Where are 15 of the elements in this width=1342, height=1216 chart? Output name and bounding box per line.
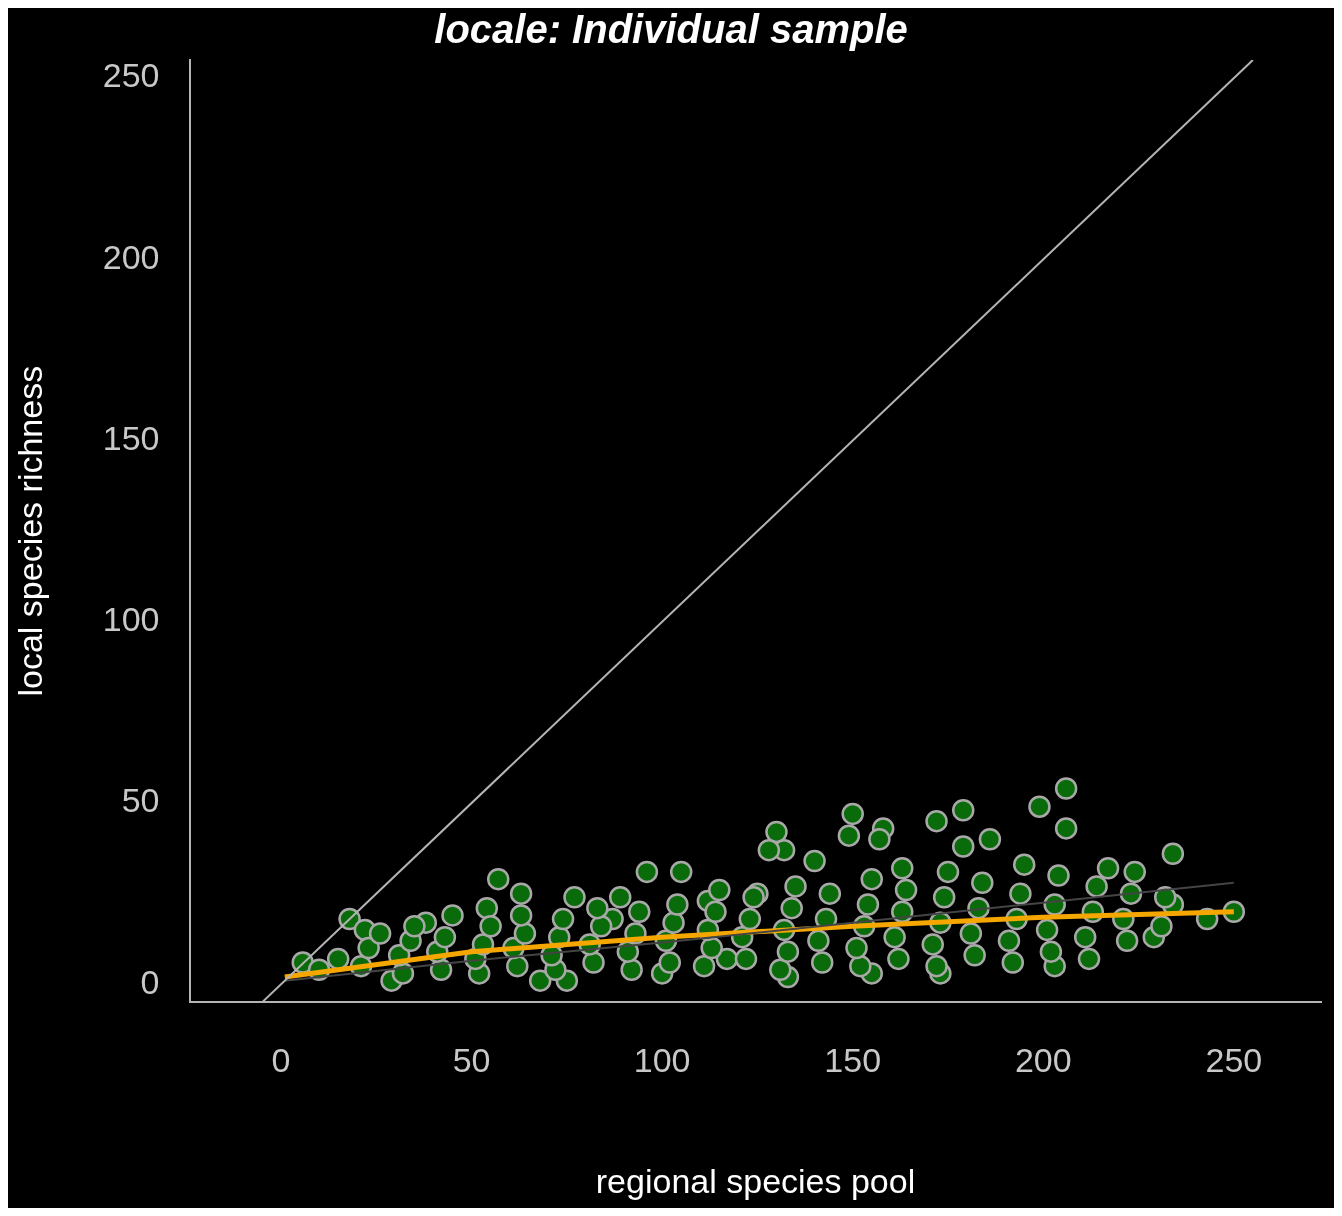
- y-tick-label: 100: [102, 600, 160, 639]
- x-tick-label: 100: [633, 1041, 691, 1080]
- x-tick-label: 250: [1205, 1041, 1263, 1080]
- y-tick-label: 200: [102, 237, 160, 276]
- x-tick-label: 50: [452, 1041, 491, 1080]
- y-axis-title: local species richness: [10, 365, 49, 697]
- x-tick-label: 0: [271, 1041, 291, 1080]
- x-tick-label: 150: [824, 1041, 882, 1080]
- y-tick-label: 0: [140, 962, 160, 1001]
- y-tick-label: 250: [102, 56, 160, 95]
- x-axis-title: regional species pool: [595, 1161, 916, 1200]
- y-tick-label: 50: [121, 781, 160, 820]
- chart-title: locale: Individual sample: [434, 7, 908, 52]
- x-tick-label: 200: [1014, 1041, 1072, 1080]
- y-tick-label: 150: [102, 418, 160, 457]
